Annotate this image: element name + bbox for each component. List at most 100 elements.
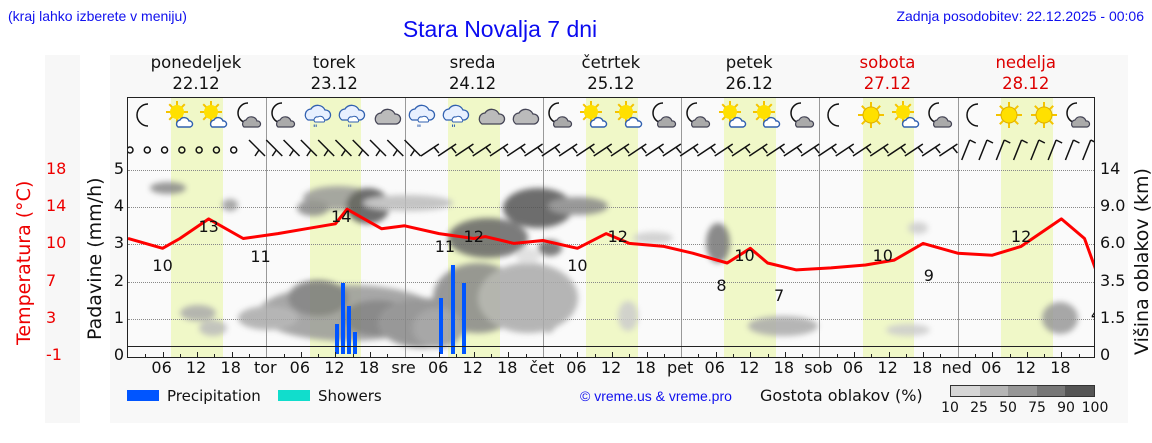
- tick-mark: [923, 352, 925, 357]
- temperature-label: 12: [463, 226, 484, 246]
- sun-cloud-icon: [579, 100, 609, 130]
- tick-mark: [1078, 354, 1080, 357]
- tick-mark: [784, 352, 786, 357]
- x-tick-label: 18: [911, 358, 933, 377]
- cloud-height-tick-label: 6.0: [1100, 233, 1126, 253]
- tick-mark: [231, 352, 233, 357]
- temperature-tick-label: 18: [46, 159, 67, 178]
- temperature-label: 4: [1091, 305, 1094, 324]
- grid-line: [128, 318, 1094, 320]
- cloud-density-tick-label: 100: [1081, 400, 1109, 416]
- tick-mark: [404, 347, 406, 357]
- moon-cloud-icon: [787, 100, 817, 130]
- day-date: 28.12: [1002, 74, 1050, 93]
- x-tick-label: 18: [1050, 358, 1071, 377]
- x-tick-label: 12: [1015, 358, 1037, 377]
- location-hint[interactable]: (kraj lahko izberete v meniju): [8, 8, 187, 24]
- cloud-density-tick-label: 25: [970, 400, 988, 416]
- temperature-label: 9: [923, 266, 934, 286]
- tick-mark: [508, 352, 510, 357]
- x-tick-label: sre: [391, 358, 416, 377]
- day-separator: [819, 98, 821, 357]
- precipitation-legend-label: Precipitation: [167, 387, 261, 405]
- sun-icon: [1029, 100, 1059, 130]
- temperature-label: 10: [152, 256, 173, 276]
- tick-mark: [612, 352, 613, 357]
- showers-legend-label: Showers: [318, 387, 382, 405]
- precip-bar: [450, 264, 455, 354]
- tick-mark: [733, 354, 734, 357]
- tick-mark: [1044, 354, 1046, 357]
- day-date: 24.12: [448, 74, 497, 93]
- sun-cloud-icon: [752, 100, 782, 130]
- cloud-density-tick-label: 75: [1028, 400, 1046, 416]
- x-tick-label: tor: [253, 358, 277, 377]
- tick-mark: [560, 354, 562, 357]
- tick-mark: [162, 352, 164, 357]
- sun-cloud-icon: [165, 100, 195, 130]
- x-tick-label: 12: [185, 358, 207, 377]
- day-header: sobota 27.12: [818, 52, 956, 94]
- daylight-band: [724, 98, 777, 357]
- tick-mark: [819, 347, 821, 357]
- tick-mark: [387, 354, 389, 357]
- x-tick-label: 18: [497, 358, 518, 377]
- precip-tick-label: 3: [113, 233, 124, 253]
- precip-tick-label: 1: [113, 307, 124, 327]
- cloud-density-title: Gostota oblakov (%): [760, 386, 923, 405]
- copyright-link[interactable]: © vreme.us & vreme.pro: [580, 388, 732, 404]
- time-tick-strip: [128, 346, 1094, 357]
- cloud-height-tick-label: 1.5: [1100, 307, 1126, 327]
- cloud-icon: [372, 100, 402, 130]
- x-tick-label: pet: [667, 358, 694, 377]
- wind-barb-row: [128, 139, 1094, 161]
- day-name: petek: [725, 53, 773, 72]
- x-tick-label: čet: [529, 358, 555, 377]
- tick-mark: [577, 352, 579, 357]
- x-tick-label: 06: [566, 358, 587, 377]
- precip-bar: [335, 324, 340, 354]
- temperature-label: 11: [250, 246, 271, 266]
- sun-cloud-icon: [718, 100, 748, 130]
- tick-mark: [871, 354, 873, 357]
- tick-mark: [491, 354, 492, 357]
- tick-mark: [646, 352, 648, 357]
- precipitation-swatch: [127, 390, 159, 401]
- tick-mark: [421, 354, 423, 357]
- day-name: torek: [312, 53, 356, 72]
- rain-cloud-icon: [337, 100, 367, 130]
- cloud-height-tick-label: 14: [1100, 159, 1121, 178]
- tick-mark: [1026, 352, 1028, 357]
- temperature-line: [128, 207, 1094, 272]
- day-date: 27.12: [863, 74, 912, 93]
- forecast-plot: 10 13 11 14 11 12 10 12 8 10 7 10 9 12 4 " " " ": [127, 97, 1095, 358]
- precip-bar: [462, 283, 467, 354]
- sun-icon: [856, 100, 886, 130]
- tick-mark: [145, 354, 147, 357]
- moon-cloud-icon: [268, 100, 298, 130]
- cloud-height-tick-label: 9.0: [1100, 196, 1126, 216]
- temperature-label: 13: [198, 216, 219, 236]
- day-date: 23.12: [310, 74, 358, 93]
- x-tick-label: 18: [220, 358, 241, 377]
- tick-mark: [905, 354, 907, 357]
- temperature-label: 10: [872, 246, 893, 266]
- moon-cloud-icon: [234, 100, 264, 130]
- tick-mark: [698, 354, 700, 357]
- page-title: Stara Novalja 7 dni: [402, 16, 598, 42]
- rain-cloud-icon: [441, 100, 471, 130]
- x-tick-label: 06: [427, 358, 449, 377]
- temperature-tick-label: 10: [46, 233, 67, 253]
- day-header: petek 26.12: [680, 52, 818, 94]
- tick-mark: [542, 347, 544, 357]
- x-tick-label: 06: [981, 358, 1002, 377]
- moon-cloud-icon: [925, 100, 955, 130]
- temperature-label: 8: [716, 275, 727, 295]
- precip-bar: [439, 298, 444, 354]
- tick-mark: [715, 352, 717, 357]
- temperature-label: 14: [331, 207, 352, 227]
- moon-cloud-icon: [683, 100, 713, 130]
- tick-mark: [335, 352, 337, 357]
- tick-mark: [1061, 352, 1063, 357]
- sun-cloud-icon: [891, 100, 921, 130]
